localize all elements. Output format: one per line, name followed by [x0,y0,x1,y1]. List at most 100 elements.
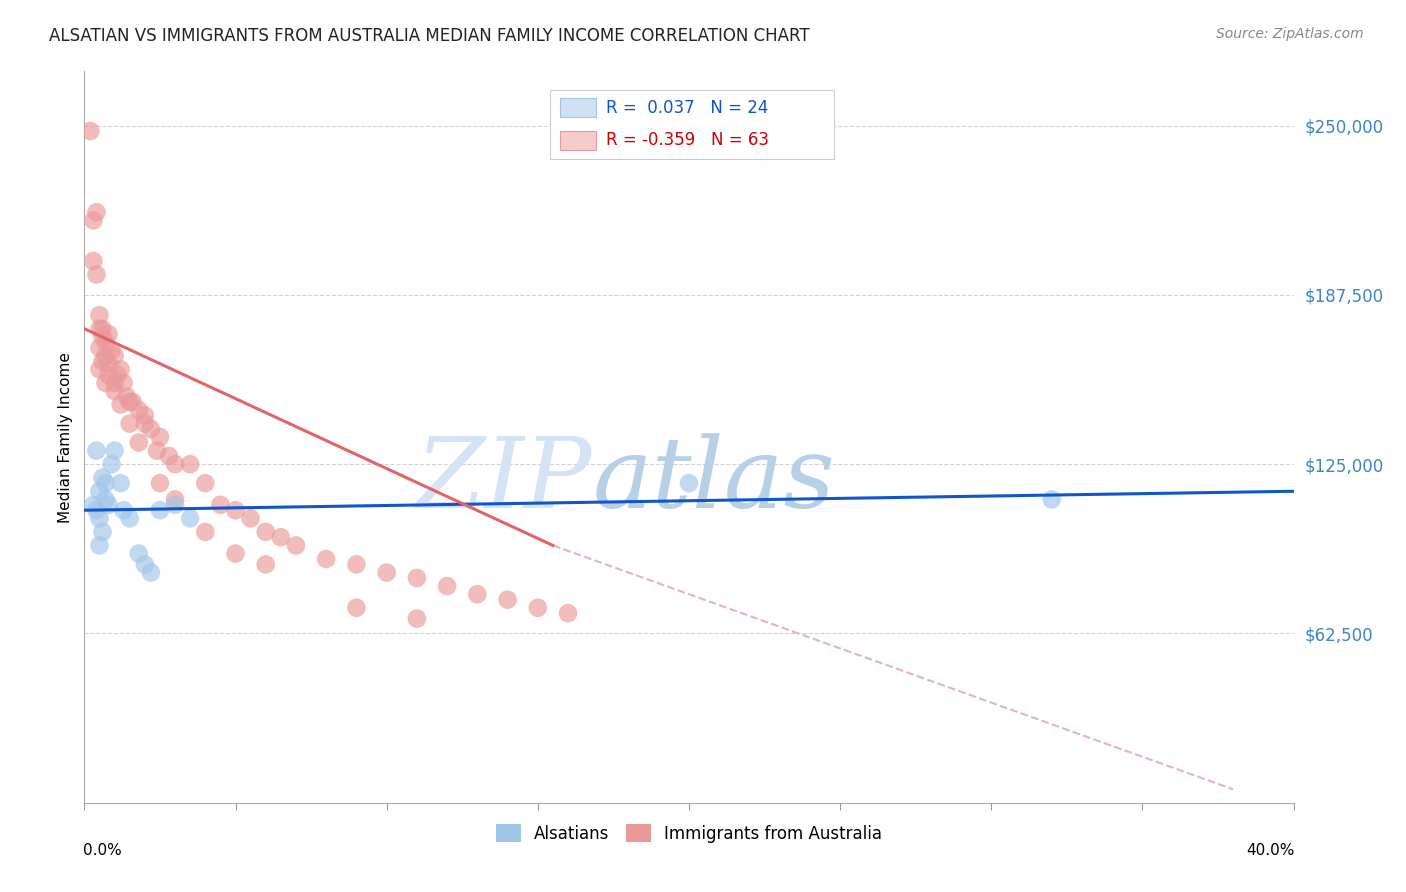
Point [100,457,122,471]
Text: Source: ZipAtlas.com: Source: ZipAtlas.com [1216,27,1364,41]
Point [89,341,111,355]
Point [375,566,398,580]
Point [149,503,172,517]
Point [104,349,127,363]
Point [94,349,117,363]
Point [112,503,135,517]
Point [82,254,104,268]
Point [79,124,101,138]
Point [254,558,277,572]
Point [179,511,201,525]
Point [134,409,156,423]
Point [139,422,162,436]
Point [270,530,292,544]
Point [94,476,117,491]
Point [134,417,156,431]
Point [165,492,187,507]
Point [115,389,138,403]
Point [110,398,132,412]
Text: R = -0.359   N = 63: R = -0.359 N = 63 [606,131,769,149]
Point [104,443,127,458]
Legend: Alsatians, Immigrants from Australia: Alsatians, Immigrants from Australia [489,818,889,849]
Point [89,322,111,336]
Point [97,357,120,371]
Point [239,511,262,525]
Point [82,498,104,512]
Point [112,376,135,390]
Y-axis label: Median Family Income: Median Family Income [58,351,73,523]
Point [94,335,117,350]
Point [97,368,120,382]
Point [1040,492,1063,507]
Point [110,476,132,491]
Point [89,308,111,322]
Point [225,547,247,561]
Point [128,403,150,417]
Point [94,376,117,390]
Point [107,368,129,382]
Point [527,600,550,615]
Point [91,330,114,344]
Point [209,498,232,512]
Point [496,592,519,607]
Point [128,435,150,450]
Point [82,213,104,227]
Text: ALSATIAN VS IMMIGRANTS FROM AUSTRALIA MEDIAN FAMILY INCOME CORRELATION CHART: ALSATIAN VS IMMIGRANTS FROM AUSTRALIA ME… [49,27,810,45]
Point [86,503,108,517]
Point [97,498,120,512]
Point [86,268,108,282]
Point [91,354,114,368]
Point [165,498,187,512]
Point [406,571,429,585]
Point [157,449,180,463]
Point [118,511,141,525]
Text: ZIP: ZIP [416,434,592,529]
Point [91,322,114,336]
Text: R =  0.037   N = 24: R = 0.037 N = 24 [606,99,768,117]
Point [467,587,489,601]
Point [104,384,127,398]
Point [121,395,143,409]
Point [89,484,111,499]
Point [285,538,308,552]
Point [315,552,337,566]
Text: 0.0%: 0.0% [83,843,122,858]
Point [346,558,368,572]
Point [254,524,277,539]
Point [89,538,111,552]
Point [91,471,114,485]
Point [91,524,114,539]
FancyBboxPatch shape [550,90,834,159]
Point [149,476,172,491]
Point [86,443,108,458]
Point [346,600,368,615]
Point [557,606,579,620]
Point [118,395,141,409]
Point [128,547,150,561]
Point [86,205,108,219]
Text: 40.0%: 40.0% [1246,843,1295,858]
Point [139,566,162,580]
Text: atlas: atlas [592,434,835,529]
FancyBboxPatch shape [560,98,596,118]
Point [149,430,172,444]
Point [436,579,458,593]
Point [146,443,169,458]
Point [134,558,156,572]
Point [225,503,247,517]
Point [194,524,217,539]
Point [678,476,700,491]
Point [89,362,111,376]
Point [97,327,120,342]
Point [118,417,141,431]
Point [110,362,132,376]
Point [104,376,127,390]
Point [94,492,117,507]
Point [165,457,187,471]
Point [89,511,111,525]
Point [179,457,201,471]
Point [194,476,217,491]
FancyBboxPatch shape [560,130,596,150]
Point [406,611,429,625]
Point [100,343,122,358]
